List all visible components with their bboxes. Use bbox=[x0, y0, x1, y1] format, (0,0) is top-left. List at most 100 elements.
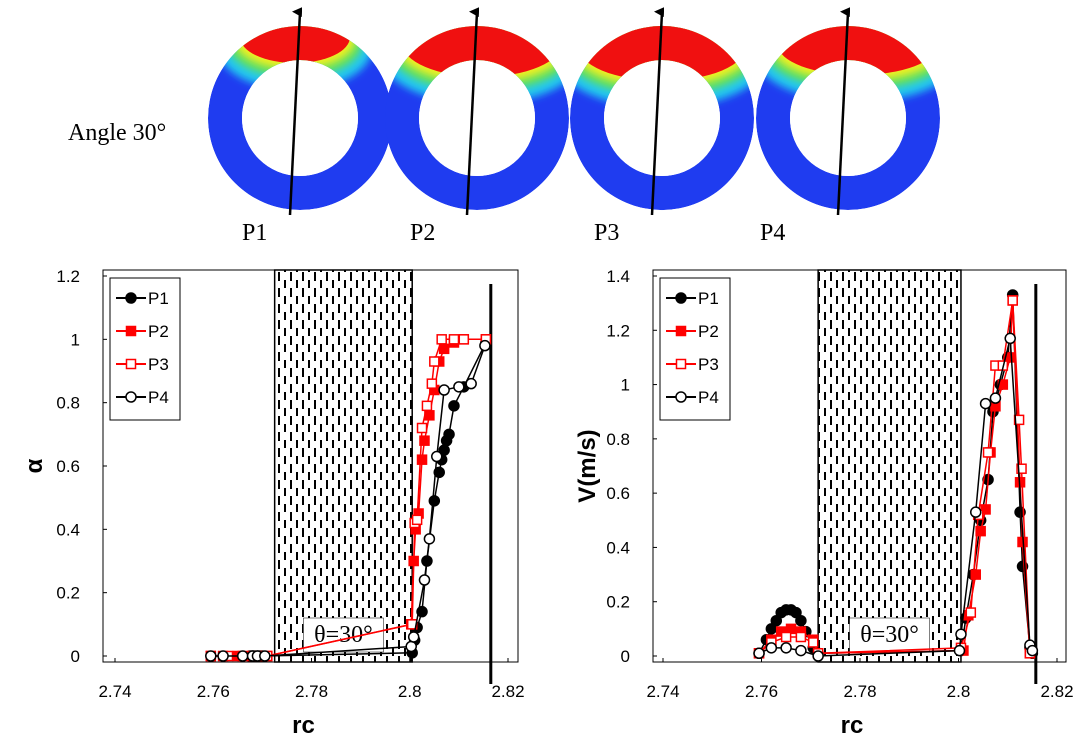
legend-label: P4 bbox=[148, 388, 169, 407]
y-tick-label: 0.8 bbox=[606, 430, 630, 449]
region-label-bg bbox=[849, 617, 930, 653]
arrow bbox=[288, 7, 303, 216]
data-point bbox=[982, 447, 994, 458]
data-point bbox=[419, 435, 430, 446]
data-point bbox=[1007, 295, 1018, 306]
panel-label: P1 bbox=[242, 220, 267, 246]
y-tick-label: 0.4 bbox=[606, 538, 630, 557]
contour-panel bbox=[385, 26, 569, 210]
data-point bbox=[965, 607, 977, 618]
x-axis-title: rc bbox=[841, 712, 864, 739]
x-tick-label: 2.74 bbox=[98, 682, 131, 701]
angle-label: Angle 30° bbox=[68, 120, 166, 146]
contour-red bbox=[778, 26, 938, 75]
data-point bbox=[770, 614, 783, 627]
contour-panel bbox=[756, 26, 940, 210]
x-tick-label: 2.76 bbox=[197, 682, 230, 701]
data-point bbox=[969, 506, 982, 518]
data-point bbox=[780, 631, 792, 643]
data-point bbox=[953, 644, 966, 657]
data-point bbox=[428, 495, 441, 507]
data-point bbox=[436, 334, 447, 345]
legend-marker bbox=[675, 292, 687, 304]
data-point bbox=[1013, 414, 1025, 426]
y-tick-label: 0.8 bbox=[56, 394, 80, 413]
legend-marker bbox=[125, 358, 137, 370]
x-tick-label: 2.78 bbox=[843, 682, 876, 701]
data-point bbox=[1014, 506, 1026, 518]
y-tick-label: 0.4 bbox=[56, 520, 80, 539]
legend-marker bbox=[125, 325, 137, 337]
data-point bbox=[217, 650, 229, 662]
shaded-region bbox=[273, 269, 413, 663]
data-point bbox=[418, 574, 431, 586]
legend-box bbox=[109, 277, 181, 421]
y-tick-label: 1.4 bbox=[606, 267, 630, 286]
data-point bbox=[979, 397, 992, 410]
arrow bbox=[650, 7, 665, 216]
legend-marker bbox=[675, 325, 687, 337]
data-point bbox=[479, 339, 491, 352]
data-point bbox=[780, 642, 792, 654]
y-tick-label: 0 bbox=[621, 647, 630, 666]
data-point bbox=[807, 637, 819, 648]
data-point bbox=[812, 650, 824, 662]
legend-marker bbox=[125, 292, 137, 304]
series-line bbox=[758, 300, 1031, 655]
data-point bbox=[421, 400, 433, 412]
contour-red bbox=[402, 26, 562, 77]
data-point bbox=[453, 381, 465, 393]
data-point bbox=[465, 377, 477, 390]
data-point bbox=[795, 644, 807, 657]
data-point bbox=[458, 334, 470, 345]
legend-label: P2 bbox=[698, 322, 719, 341]
data-point bbox=[416, 422, 428, 434]
panel-label: P3 bbox=[594, 220, 619, 246]
data-point bbox=[975, 525, 986, 537]
data-point bbox=[790, 606, 802, 619]
legend-box bbox=[659, 277, 731, 421]
data-point bbox=[426, 378, 438, 389]
y-axis-title: α bbox=[21, 458, 48, 473]
y-tick-label: 1.2 bbox=[606, 321, 630, 340]
data-point bbox=[405, 640, 417, 653]
data-point bbox=[236, 650, 249, 662]
x-tick-label: 2.76 bbox=[745, 682, 778, 701]
data-point bbox=[205, 650, 217, 662]
data-point bbox=[423, 533, 436, 545]
legend-label: P4 bbox=[698, 388, 719, 407]
legend-label: P1 bbox=[148, 289, 169, 308]
region-label-bg bbox=[303, 617, 384, 653]
contour-red bbox=[240, 26, 350, 63]
x-tick-label: 2.8 bbox=[947, 682, 971, 701]
data-point bbox=[795, 631, 807, 643]
x-tick-label: 2.78 bbox=[295, 682, 328, 701]
legend-label: P3 bbox=[148, 355, 169, 374]
data-point bbox=[448, 334, 460, 345]
data-point bbox=[443, 428, 455, 441]
y-tick-label: 1 bbox=[71, 330, 80, 349]
data-point bbox=[431, 450, 443, 463]
data-point bbox=[448, 400, 460, 412]
data-point bbox=[429, 356, 440, 367]
data-point bbox=[411, 514, 423, 526]
data-point bbox=[407, 631, 420, 643]
y-tick-label: 1 bbox=[621, 376, 630, 395]
region-label: θ=30° bbox=[860, 622, 919, 648]
data-point bbox=[1004, 332, 1016, 345]
legend-marker bbox=[675, 391, 687, 403]
data-point bbox=[765, 642, 778, 654]
y-tick-label: 0.6 bbox=[606, 484, 630, 503]
y-tick-label: 0.2 bbox=[56, 584, 80, 603]
y-axis-title: V(m/s) bbox=[574, 429, 601, 502]
data-point bbox=[753, 647, 765, 660]
data-point bbox=[955, 628, 967, 641]
legend-label: P3 bbox=[698, 355, 719, 374]
y-tick-label: 0.2 bbox=[606, 593, 630, 612]
legend-marker bbox=[125, 391, 137, 403]
x-tick-label: 2.82 bbox=[491, 682, 524, 701]
panel-label: P4 bbox=[760, 220, 785, 246]
shaded-region bbox=[817, 269, 962, 663]
arrow bbox=[836, 7, 851, 216]
